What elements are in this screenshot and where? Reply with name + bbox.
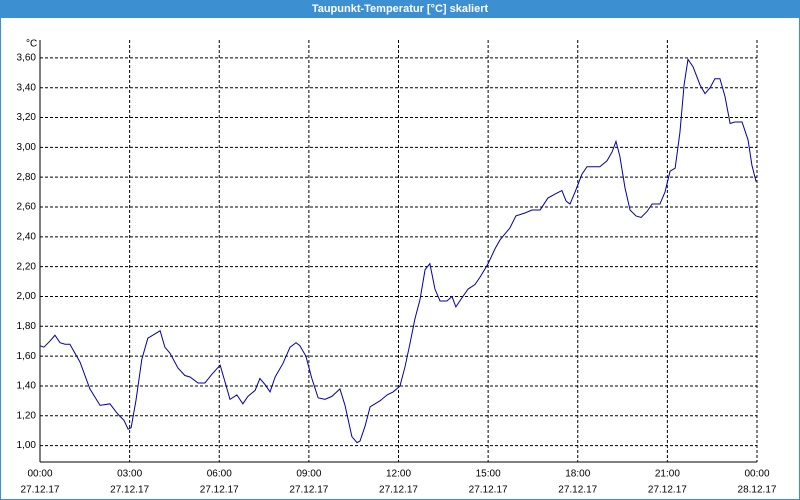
- y-tick-label: 1,20: [17, 410, 37, 421]
- y-tick-label: 1,00: [17, 440, 37, 451]
- title-bar: Taupunkt-Temperatur [°C] skaliert: [0, 0, 800, 18]
- x-tick-label: 00:00: [744, 469, 769, 480]
- x-tick-label: 21:00: [655, 469, 680, 480]
- y-tick-label: 2,80: [17, 172, 37, 183]
- x-tick-label: 03:00: [117, 469, 142, 480]
- x-tick-date: 27.12.17: [289, 485, 328, 496]
- y-tick-label: 1,40: [17, 381, 37, 392]
- x-tick-date: 27.12.17: [379, 485, 418, 496]
- x-tick-label: 00:00: [27, 469, 52, 480]
- y-tick-label: 3,60: [17, 53, 37, 64]
- x-tick-label: 15:00: [476, 469, 501, 480]
- y-tick-label: 2,60: [17, 202, 37, 213]
- y-tick-label: 3,40: [17, 82, 37, 93]
- x-tick-date: 27.12.17: [469, 485, 508, 496]
- y-tick-label: 2,00: [17, 291, 37, 302]
- x-tick-label: 12:00: [386, 469, 411, 480]
- x-tick-date: 27.12.17: [200, 485, 239, 496]
- x-tick-label: 09:00: [296, 469, 321, 480]
- y-tick-label: 1,60: [17, 351, 37, 362]
- x-tick-date: 27.12.17: [110, 485, 149, 496]
- y-tick-label: 3,20: [17, 112, 37, 123]
- x-tick-date: 27.12.17: [648, 485, 687, 496]
- data-line: [39, 58, 757, 444]
- y-unit: °C: [26, 39, 37, 50]
- x-tick-date: 28.12.17: [738, 485, 777, 496]
- y-tick-label: 1,80: [17, 321, 37, 332]
- y-tick-label: 2,20: [17, 261, 37, 272]
- y-tick-label: 3,00: [17, 142, 37, 153]
- x-tick-date: 27.12.17: [558, 485, 597, 496]
- y-tick-label: 2,40: [17, 231, 37, 242]
- x-tick-label: 06:00: [207, 469, 232, 480]
- x-tick-label: 18:00: [565, 469, 590, 480]
- x-tick-date: 27.12.17: [21, 485, 60, 496]
